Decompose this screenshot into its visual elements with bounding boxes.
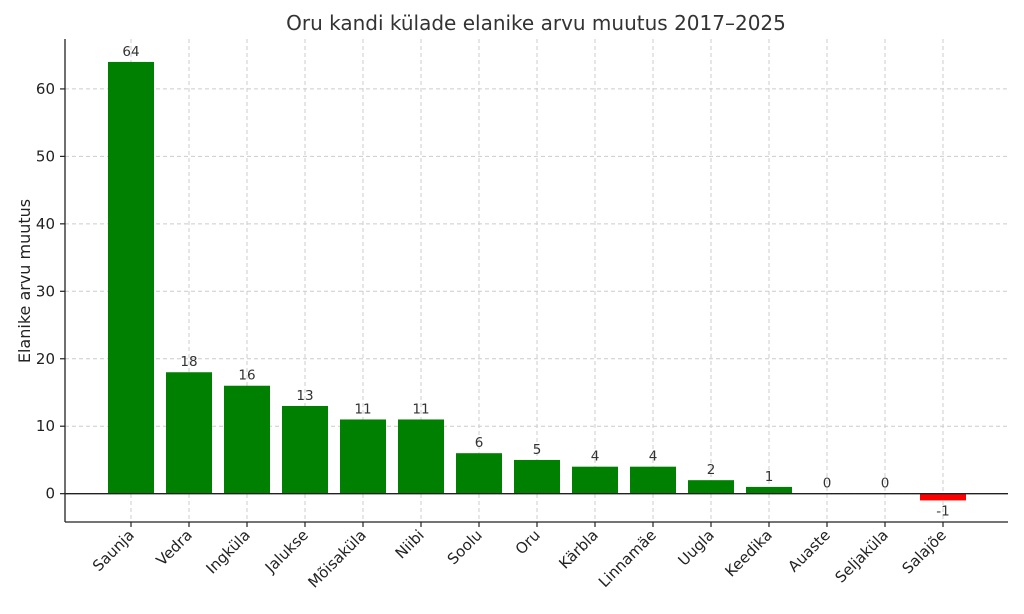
x-tick-label: Salajõe [898, 526, 949, 577]
x-tick-label: Ingküla [203, 526, 254, 577]
y-tick-label: 10 [36, 417, 55, 435]
x-tick-label: Linnamäe [595, 526, 660, 591]
bars [108, 61, 966, 501]
x-tick-label: Seljaküla [831, 526, 891, 586]
bar-keedika [746, 486, 792, 494]
y-tick-label: 60 [36, 80, 55, 98]
data-label: 18 [180, 354, 197, 370]
chart-title: Oru kandi külade elanike arvu muutus 201… [286, 11, 786, 35]
bar-salajõe [920, 493, 966, 501]
data-label: 4 [649, 449, 658, 465]
x-tick-label: Saunja [89, 526, 138, 575]
data-label: 0 [823, 476, 832, 492]
bar-linnamäe [630, 466, 676, 494]
y-tick-label: 0 [45, 485, 55, 503]
axes [60, 39, 1008, 527]
bar-soolu [456, 453, 502, 494]
x-tick-label: Auaste [784, 526, 833, 575]
data-label: 16 [238, 368, 255, 384]
x-tick-label: Oru [512, 526, 544, 558]
data-label: 6 [475, 435, 484, 451]
bar-uugla [688, 480, 734, 494]
y-tick-label: 30 [36, 282, 55, 300]
x-tick-label: Vedra [153, 526, 196, 569]
data-label: -1 [936, 503, 949, 519]
data-label: 2 [707, 462, 716, 478]
data-label: 1 [765, 469, 774, 485]
data-label: 0 [881, 476, 890, 492]
x-tick-label: Jalukse [261, 526, 312, 577]
x-tick-label: Keedika [721, 526, 775, 580]
bar-niibi [398, 419, 444, 494]
data-label: 64 [122, 44, 139, 60]
data-labels: 64 18 16 13 11 11 6 5 4 4 2 1 0 0 -1 [122, 44, 949, 519]
bar-oru [514, 459, 560, 494]
bar-ingküla [224, 385, 270, 494]
x-tick-label: Uugla [674, 526, 717, 569]
bar-vedra [166, 372, 212, 494]
data-label: 11 [354, 401, 371, 417]
y-axis-label: Elanike arvu muutus [15, 199, 34, 363]
x-tick-label: Mõisaküla [304, 526, 369, 591]
data-label: 4 [591, 449, 600, 465]
x-tick-label: Soolu [444, 526, 486, 568]
bar-jalukse [282, 405, 328, 494]
bar-saunja [108, 61, 154, 494]
x-tick-label: Kärbla [555, 526, 602, 573]
y-tick-label: 50 [36, 147, 55, 165]
y-tick-label: 20 [36, 350, 55, 368]
data-label: 11 [412, 401, 429, 417]
y-tick-label: 40 [36, 215, 55, 233]
data-label: 5 [533, 442, 542, 458]
x-tick-label: Niibi [392, 526, 428, 562]
grid [65, 39, 1008, 522]
bar-kärbla [572, 466, 618, 494]
data-label: 13 [296, 388, 313, 404]
bar-mõisaküla [340, 419, 386, 494]
